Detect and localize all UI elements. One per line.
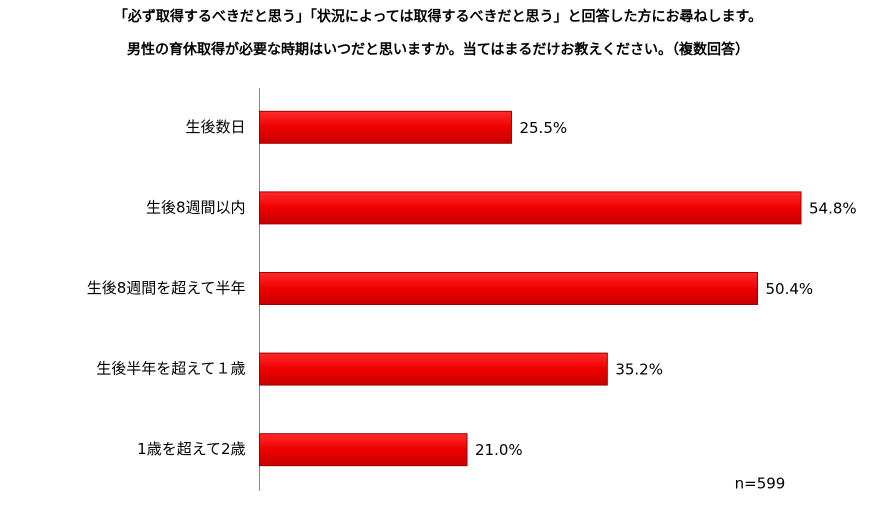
bar <box>259 433 468 467</box>
y-tick-label: 生後半年を超えて１歳 <box>96 360 245 378</box>
y-tick-label: 生後8週間以内 <box>146 198 246 216</box>
annotation: n=599 <box>735 475 786 493</box>
bar <box>259 110 512 144</box>
bar <box>259 352 608 386</box>
value-label: 50.4% <box>766 280 814 298</box>
y-tick-label: 1歳を超えて2歳 <box>137 440 245 458</box>
y-tick-label: 生後8週間を超えて半年 <box>87 279 246 297</box>
value-label: 54.8% <box>809 199 857 217</box>
y-tick-label: 生後数日 <box>185 118 245 136</box>
bar <box>259 191 802 225</box>
chart-title: 「必ず取得するべきだと思う」「状況によっては取得するべきだと思う」と回答した方に… <box>114 8 762 25</box>
value-label: 21.0% <box>475 441 523 459</box>
bar <box>259 272 759 305</box>
value-label: 25.5% <box>519 119 567 137</box>
value-label: 35.2% <box>615 361 663 379</box>
chart-subtitle: 男性の育休取得が必要な時期はいつだと思いますか。当てはまるだけお教えください。（… <box>127 41 749 58</box>
